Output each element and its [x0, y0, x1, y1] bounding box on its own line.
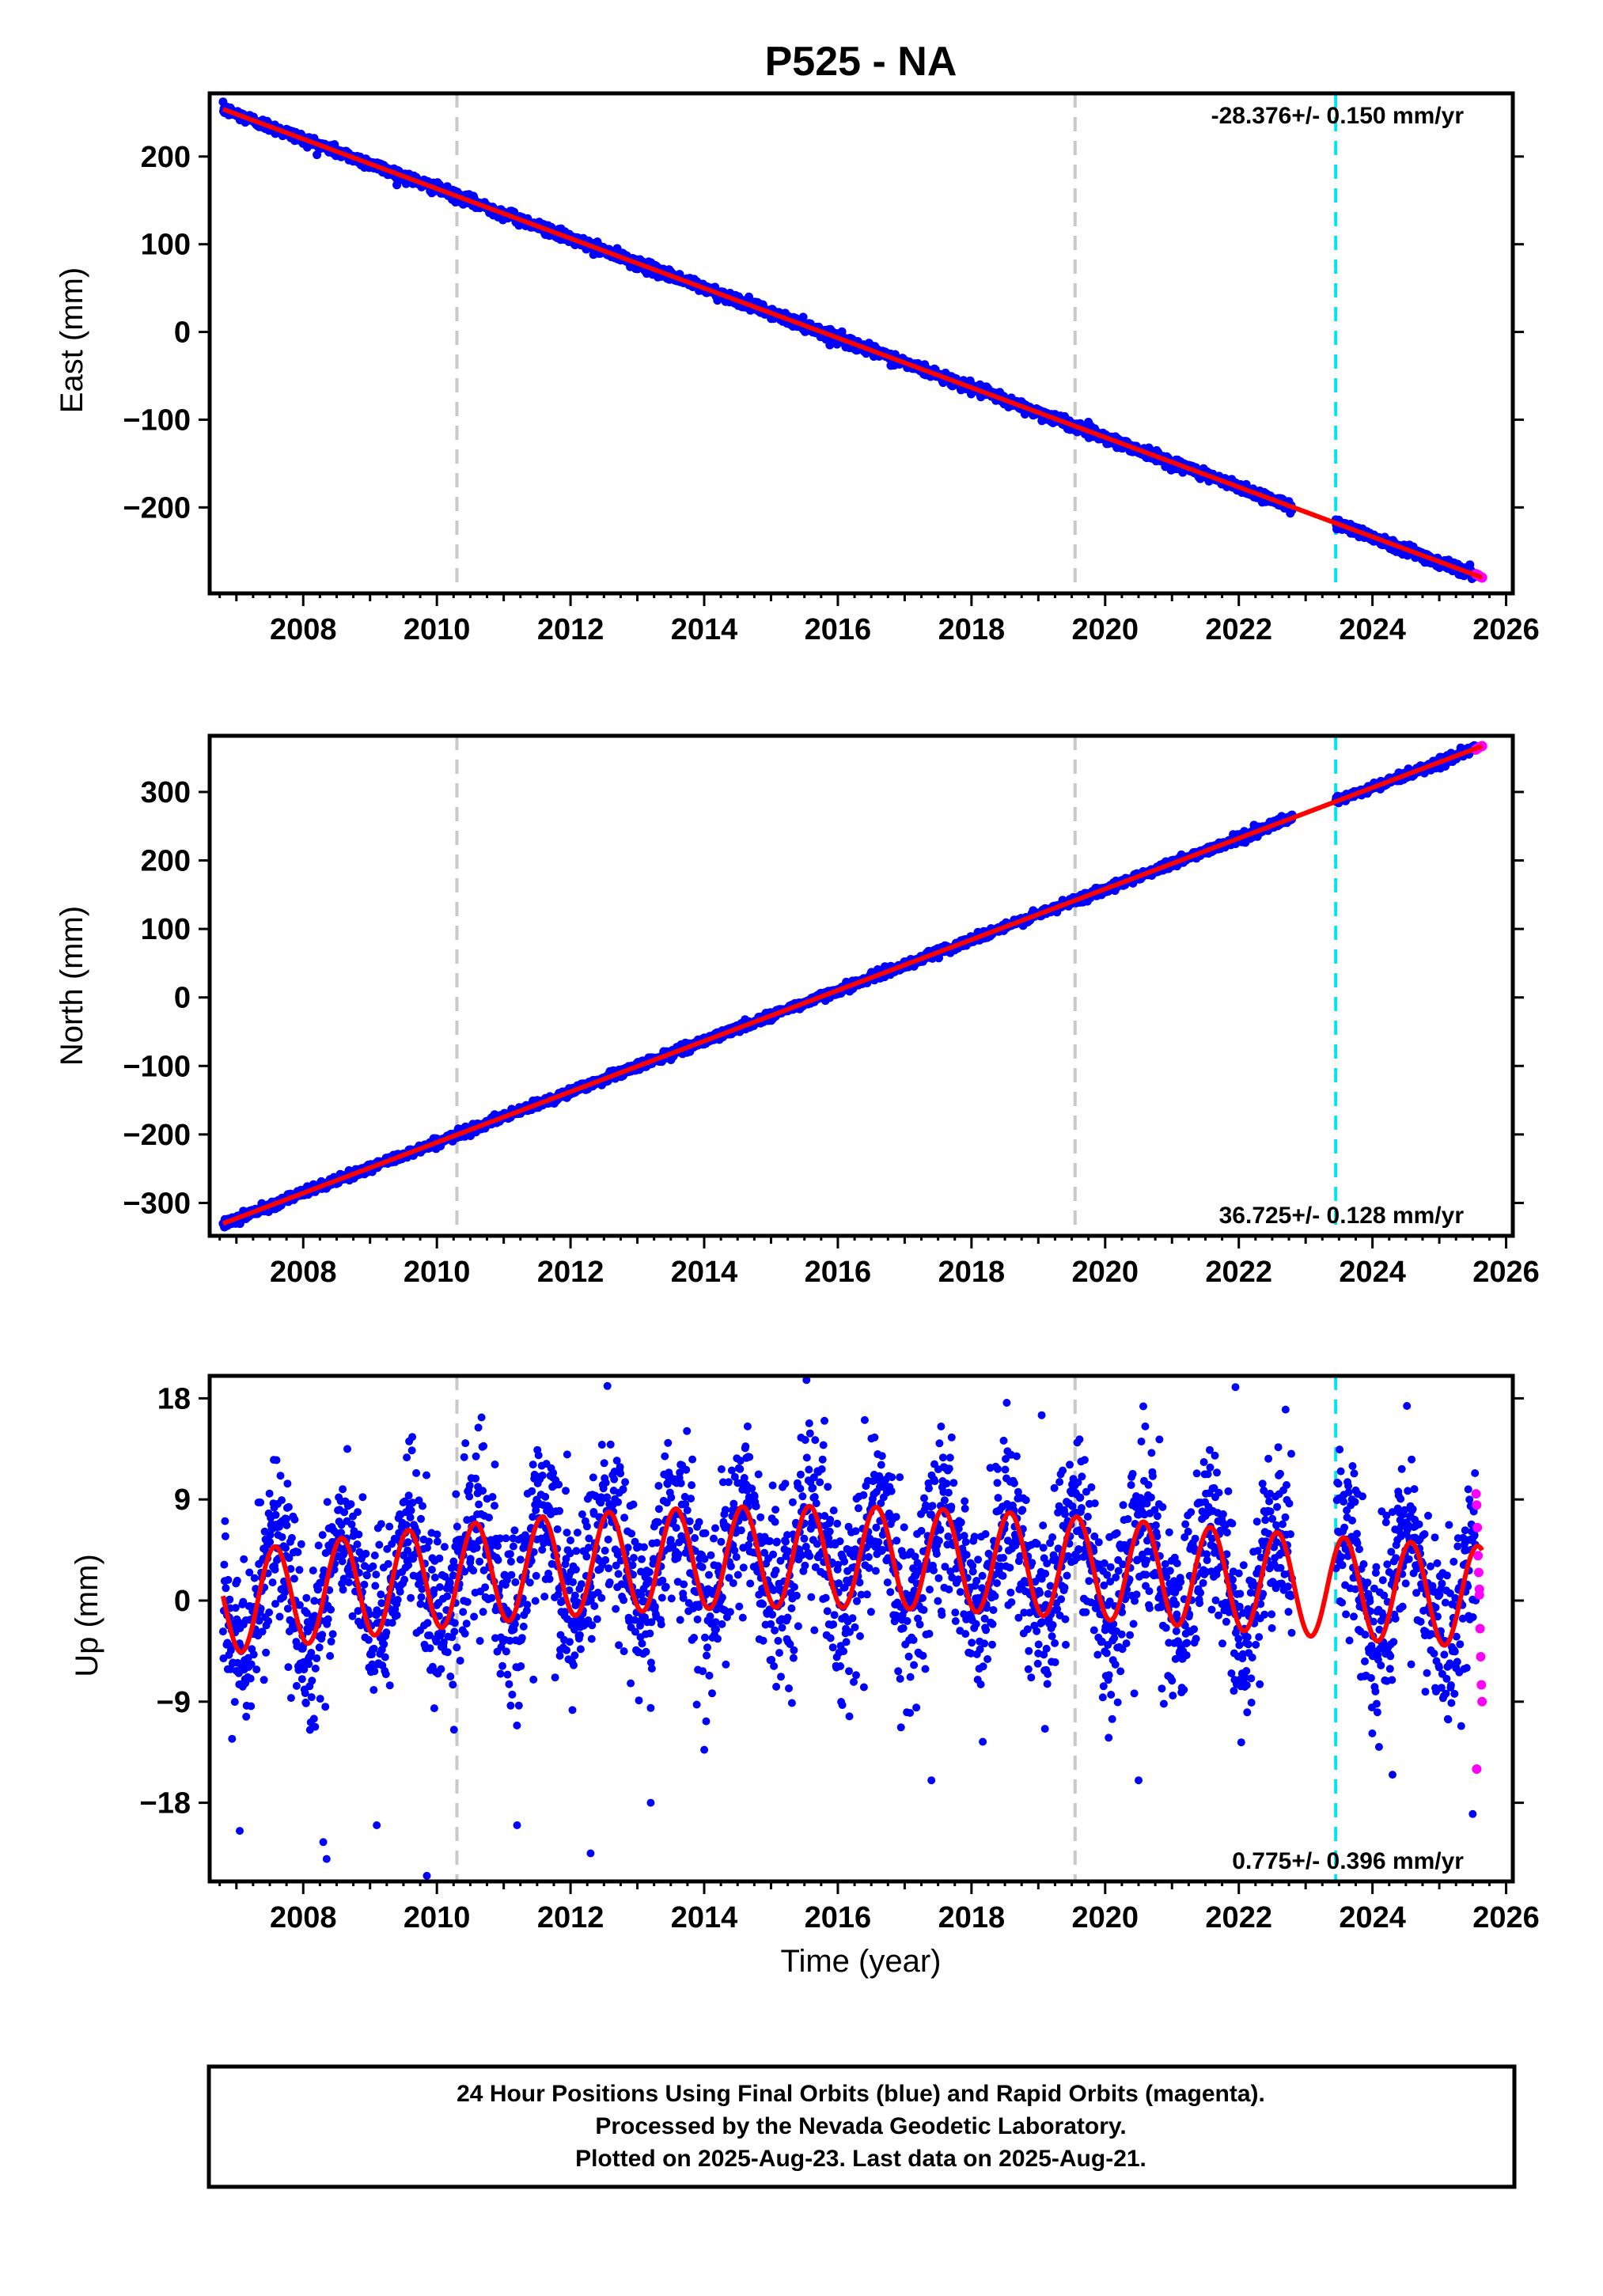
x-tick-label: 2018	[938, 613, 1006, 646]
x-tick-label: 2016	[805, 613, 872, 646]
y-tick-label: 100	[141, 229, 191, 262]
east-panel: 2008 2010 2012 2014 2016 2018 2020 2022 2024 2026…	[55, 91, 1540, 646]
y-tick-label: −200	[123, 491, 191, 525]
figure-title: P525 - NA	[765, 39, 957, 85]
x-tick-label: 2020	[1072, 613, 1139, 646]
x-tick-label: 2022	[1205, 613, 1272, 646]
x-tick-label: 2012	[537, 613, 604, 646]
east-plot-inner	[218, 93, 1487, 593]
y-tick-label: 0	[174, 316, 191, 350]
east-rate-label: -28.376+/- 0.150 mm/yr	[1211, 103, 1465, 129]
data-point	[837, 327, 847, 336]
y-tick-label: −100	[123, 404, 191, 437]
data-point	[392, 180, 402, 190]
y-tick-label: 200	[141, 141, 191, 174]
data-point	[798, 313, 808, 322]
east-y-axis-label: East (mm)	[55, 267, 89, 413]
x-tick-label: 2026	[1472, 613, 1540, 646]
east-plot-area: 2008 2010 2012 2014 2016 2018 2020 2022 2024 2026…	[123, 91, 1540, 646]
x-tick-label: 2024	[1339, 613, 1406, 646]
x-tick-label: 2014	[671, 613, 738, 646]
x-tick-label: 2008	[270, 613, 337, 646]
x-tick-label: 2010	[404, 613, 471, 646]
